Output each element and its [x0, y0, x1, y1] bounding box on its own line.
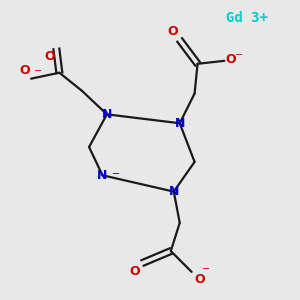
- Text: N: N: [175, 117, 185, 130]
- Text: O: O: [19, 64, 30, 77]
- Text: N: N: [97, 169, 108, 182]
- Text: N: N: [102, 108, 112, 121]
- Text: −: −: [202, 264, 211, 274]
- Text: O: O: [168, 25, 178, 38]
- Text: −: −: [34, 66, 43, 76]
- Text: Gd 3+: Gd 3+: [226, 11, 268, 25]
- Text: −: −: [112, 169, 120, 179]
- Text: O: O: [226, 53, 236, 66]
- Text: N: N: [169, 185, 179, 198]
- Text: −: −: [235, 50, 243, 60]
- Text: O: O: [194, 273, 205, 286]
- Text: O: O: [44, 50, 55, 63]
- Text: O: O: [130, 265, 140, 278]
